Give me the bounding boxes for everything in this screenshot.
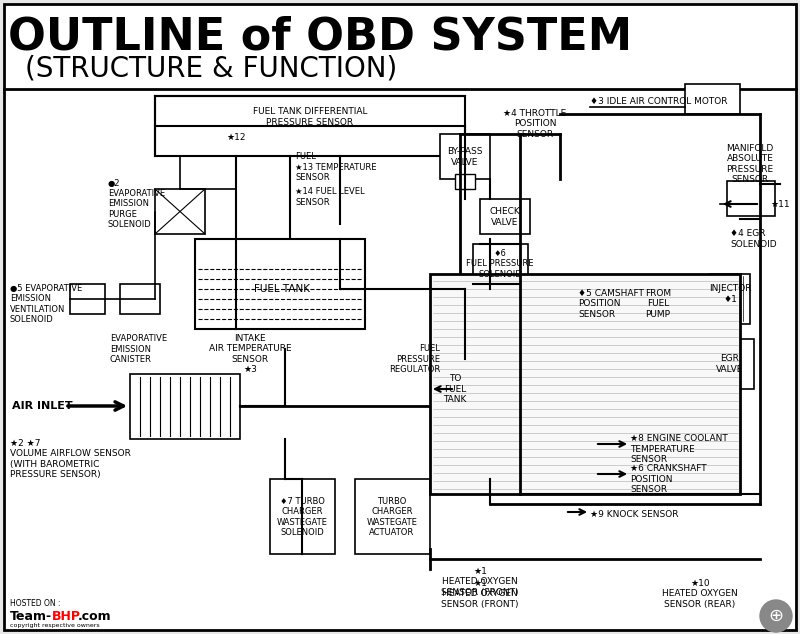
Text: FUEL
★13 TEMPERATURE
SENSOR: FUEL ★13 TEMPERATURE SENSOR (295, 152, 377, 182)
Bar (706, 339, 754, 389)
Text: ★9 KNOCK SENSOR: ★9 KNOCK SENSOR (590, 510, 678, 519)
Bar (440, 134, 490, 179)
Text: FROM
FUEL
PUMP: FROM FUEL PUMP (645, 289, 671, 319)
Text: ★12: ★12 (226, 133, 246, 141)
Bar (480, 199, 530, 234)
Text: copyright respective owners: copyright respective owners (10, 623, 100, 628)
Text: CHECK
VALVE: CHECK VALVE (490, 207, 520, 227)
Text: FUEL TANK DIFFERENTIAL
PRESSURE SENSOR: FUEL TANK DIFFERENTIAL PRESSURE SENSOR (253, 107, 367, 127)
Bar (473, 244, 528, 284)
Text: ♦3 IDLE AIR CONTROL MOTOR: ♦3 IDLE AIR CONTROL MOTOR (590, 98, 727, 107)
Bar (70, 284, 105, 314)
Bar (155, 189, 205, 234)
Bar (355, 479, 430, 554)
Bar (685, 84, 740, 114)
Text: ★11: ★11 (770, 200, 790, 209)
Text: ★4 THROTTLE
POSITION
SENSOR: ★4 THROTTLE POSITION SENSOR (503, 109, 566, 139)
Text: EGR
VALVE: EGR VALVE (716, 354, 744, 373)
Text: INTAKE
AIR TEMPERATURE
SENSOR
★3: INTAKE AIR TEMPERATURE SENSOR ★3 (209, 334, 291, 374)
Text: ⊕: ⊕ (769, 607, 783, 625)
Text: INJECTOR
♦1: INJECTOR ♦1 (709, 284, 751, 304)
Text: ♦4 EGR
SOLENOID: ♦4 EGR SOLENOID (730, 230, 777, 249)
Text: TURBO
CHARGER
WASTEGATE
ACTUATOR: TURBO CHARGER WASTEGATE ACTUATOR (366, 497, 418, 537)
Text: ★1
HEATED OXYGEN
SENSOR (FRONT): ★1 HEATED OXYGEN SENSOR (FRONT) (442, 579, 518, 609)
Bar (430, 274, 740, 494)
Circle shape (760, 600, 792, 632)
Bar (710, 274, 750, 324)
Bar (130, 374, 240, 439)
Bar (465, 289, 520, 359)
Text: FUEL TANK: FUEL TANK (254, 284, 310, 294)
Text: (STRUCTURE & FUNCTION): (STRUCTURE & FUNCTION) (25, 55, 398, 83)
Text: ●5 EVAPORATIVE
EMISSION
VENTILATION
SOLENOID: ●5 EVAPORATIVE EMISSION VENTILATION SOLE… (10, 284, 82, 324)
Text: MANIFOLD
ABSOLUTE
PRESSURE
SENSOR: MANIFOLD ABSOLUTE PRESSURE SENSOR (726, 144, 774, 184)
Text: OUTLINE of OBD SYSTEM: OUTLINE of OBD SYSTEM (8, 15, 632, 58)
Text: .com: .com (78, 609, 112, 623)
Text: HOSTED ON :: HOSTED ON : (10, 600, 61, 609)
Text: ♦5 CAMSHAFT
POSITION
SENSOR: ♦5 CAMSHAFT POSITION SENSOR (578, 289, 644, 319)
Text: FUEL
PRESSURE
REGULATOR: FUEL PRESSURE REGULATOR (389, 344, 440, 374)
Text: ★6 CRANKSHAFT
POSITION
SENSOR: ★6 CRANKSHAFT POSITION SENSOR (630, 464, 706, 494)
Text: BHP: BHP (52, 609, 81, 623)
Text: ★2 ★7
VOLUME AIRFLOW SENSOR
(WITH BAROMETRIC
PRESSURE SENSOR): ★2 ★7 VOLUME AIRFLOW SENSOR (WITH BAROME… (10, 439, 131, 479)
Text: EVAPORATIVE
EMISSION
CANISTER: EVAPORATIVE EMISSION CANISTER (110, 334, 167, 364)
Text: Team-: Team- (10, 609, 52, 623)
Bar (195, 239, 365, 329)
Bar (455, 174, 475, 189)
Text: TO
FUEL
TANK: TO FUEL TANK (443, 374, 466, 404)
Text: ★8 ENGINE COOLANT
TEMPERATURE
SENSOR: ★8 ENGINE COOLANT TEMPERATURE SENSOR (630, 434, 728, 464)
Bar (727, 181, 775, 216)
Text: ♦7 TURBO
CHARGER
WASTEGATE
SOLENOID: ♦7 TURBO CHARGER WASTEGATE SOLENOID (277, 497, 327, 537)
Text: BY-PASS
VALVE: BY-PASS VALVE (447, 147, 482, 167)
Text: ★14 FUEL LEVEL
SENSOR: ★14 FUEL LEVEL SENSOR (295, 187, 365, 207)
Bar (270, 479, 335, 554)
Text: ●2
EVAPORATIVE
EMISSION
PURGE
SOLENOID: ●2 EVAPORATIVE EMISSION PURGE SOLENOID (108, 179, 165, 230)
Text: AIR INLET: AIR INLET (12, 401, 73, 411)
Bar (155, 96, 465, 156)
Bar (120, 284, 160, 314)
Text: ★1
HEATED OXYGEN
SENSOR (FRONT): ★1 HEATED OXYGEN SENSOR (FRONT) (442, 567, 518, 597)
Text: ★10
HEATED OXYGEN
SENSOR (REAR): ★10 HEATED OXYGEN SENSOR (REAR) (662, 579, 738, 609)
Text: ♦6
FUEL PRESSURE
SOLENOID: ♦6 FUEL PRESSURE SOLENOID (466, 249, 534, 279)
